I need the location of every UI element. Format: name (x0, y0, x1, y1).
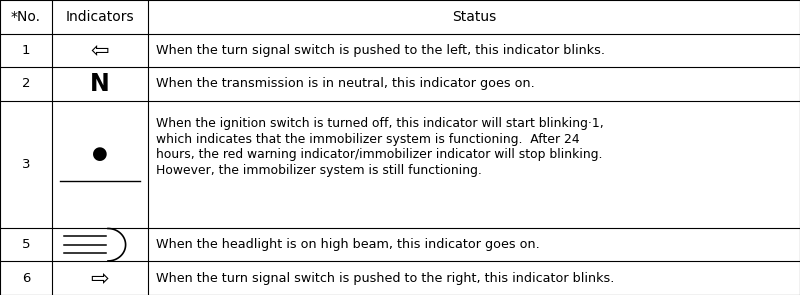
Text: 1: 1 (22, 44, 30, 57)
Text: *No.: *No. (11, 10, 41, 24)
Text: 3: 3 (22, 158, 30, 171)
Text: ●: ● (92, 145, 108, 163)
Text: When the headlight is on high beam, this indicator goes on.: When the headlight is on high beam, this… (156, 238, 540, 251)
Text: 2: 2 (22, 77, 30, 90)
Text: N: N (90, 72, 110, 96)
Text: 6: 6 (22, 272, 30, 285)
Text: When the transmission is in neutral, this indicator goes on.: When the transmission is in neutral, thi… (156, 77, 534, 90)
Text: ⇨: ⇨ (90, 268, 110, 288)
Text: 5: 5 (22, 238, 30, 251)
Text: When the turn signal switch is pushed to the right, this indicator blinks.: When the turn signal switch is pushed to… (156, 272, 614, 285)
Text: Indicators: Indicators (66, 10, 134, 24)
Text: ⇦: ⇦ (90, 40, 110, 60)
Text: Status: Status (452, 10, 496, 24)
Text: When the turn signal switch is pushed to the left, this indicator blinks.: When the turn signal switch is pushed to… (156, 44, 605, 57)
Text: When the ignition switch is turned off, this indicator will start blinking·1,
wh: When the ignition switch is turned off, … (156, 117, 604, 177)
